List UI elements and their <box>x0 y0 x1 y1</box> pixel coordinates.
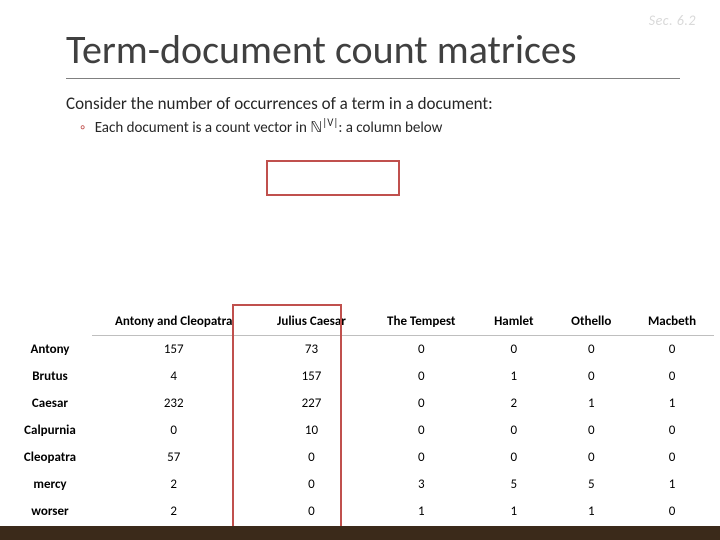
table-cell: 0 <box>367 444 475 471</box>
table-cell: 1 <box>553 390 630 417</box>
table-cell: 0 <box>92 417 256 444</box>
table-cell: 0 <box>553 444 630 471</box>
table-cell: 0 <box>630 498 714 525</box>
row-header: Brutus <box>8 363 92 390</box>
sub-suffix: : a column below <box>338 119 442 137</box>
table-cell: 232 <box>92 390 256 417</box>
table-cell: 0 <box>367 390 475 417</box>
matrix-table: Antony and CleopatraJulius CaesarThe Tem… <box>8 308 714 525</box>
row-header: worser <box>8 498 92 525</box>
table-cell: 5 <box>475 471 552 498</box>
table-cell: 73 <box>256 336 368 364</box>
table-cell: 0 <box>553 336 630 364</box>
table-cell: 0 <box>367 417 475 444</box>
column-header: Julius Caesar <box>256 308 368 336</box>
table-cell: 2 <box>475 390 552 417</box>
table-cell: 0 <box>367 363 475 390</box>
table-row: Antony157730000 <box>8 336 714 364</box>
table-cell: 1 <box>630 471 714 498</box>
table-cell: 0 <box>256 471 368 498</box>
table-cell: 3 <box>367 471 475 498</box>
table-cell: 0 <box>630 336 714 364</box>
row-header: mercy <box>8 471 92 498</box>
table-row: Cleopatra5700000 <box>8 444 714 471</box>
table-cell: 0 <box>475 336 552 364</box>
slide-title: Term-document count matrices <box>66 28 680 79</box>
row-header: Antony <box>8 336 92 364</box>
table-cell: 0 <box>367 336 475 364</box>
table-cell: 0 <box>630 444 714 471</box>
table-row: Calpurnia0100000 <box>8 417 714 444</box>
column-header: Antony and Cleopatra <box>92 308 256 336</box>
footer-bar <box>0 526 720 540</box>
table-cell: 0 <box>475 417 552 444</box>
column-header: Othello <box>553 308 630 336</box>
table-cell: 2 <box>92 498 256 525</box>
matrix-table-wrap: Antony and CleopatraJulius CaesarThe Tem… <box>8 308 714 525</box>
table-cell: 2 <box>92 471 256 498</box>
slide: Sec. 6.2 Term-document count matrices Co… <box>0 0 720 540</box>
column-header: The Tempest <box>367 308 475 336</box>
table-row: Brutus41570100 <box>8 363 714 390</box>
sub-bullet-line: ◦ Each document is a count vector in ℕ|V… <box>66 116 680 137</box>
table-cell: 157 <box>92 336 256 364</box>
table-cell: 0 <box>475 444 552 471</box>
table-cell: 157 <box>256 363 368 390</box>
column-header: Hamlet <box>475 308 552 336</box>
table-cell: 0 <box>630 417 714 444</box>
table-cell: 1 <box>475 498 552 525</box>
table-cell: 5 <box>553 471 630 498</box>
table-cell: 4 <box>92 363 256 390</box>
table-corner-cell <box>8 308 92 336</box>
table-cell: 0 <box>553 417 630 444</box>
annotation-box <box>266 160 400 196</box>
table-header-row: Antony and CleopatraJulius CaesarThe Tem… <box>8 308 714 336</box>
row-header: Calpurnia <box>8 417 92 444</box>
table-cell: 0 <box>553 363 630 390</box>
table-cell: 57 <box>92 444 256 471</box>
column-header: Macbeth <box>630 308 714 336</box>
row-header: Caesar <box>8 390 92 417</box>
bullet-icon: ◦ <box>80 119 85 137</box>
table-cell: 1 <box>475 363 552 390</box>
table-cell: 1 <box>630 390 714 417</box>
sub-prefix: Each document is a count vector in <box>95 119 311 137</box>
table-row: mercy203551 <box>8 471 714 498</box>
corner-label: Sec. 6.2 <box>649 12 696 29</box>
table-cell: 1 <box>367 498 475 525</box>
table-cell: 0 <box>256 498 368 525</box>
table-body: Antony157730000Brutus41570100Caesar23222… <box>8 336 714 526</box>
table-cell: 227 <box>256 390 368 417</box>
table-cell: 0 <box>256 444 368 471</box>
lead-text: Consider the number of occurrences of a … <box>66 93 680 114</box>
math-sup: |V| <box>322 116 338 129</box>
table-cell: 10 <box>256 417 368 444</box>
math-base: ℕ <box>310 120 322 136</box>
table-row: Caesar2322270211 <box>8 390 714 417</box>
table-cell: 1 <box>553 498 630 525</box>
table-row: worser201110 <box>8 498 714 525</box>
row-header: Cleopatra <box>8 444 92 471</box>
table-cell: 0 <box>630 363 714 390</box>
